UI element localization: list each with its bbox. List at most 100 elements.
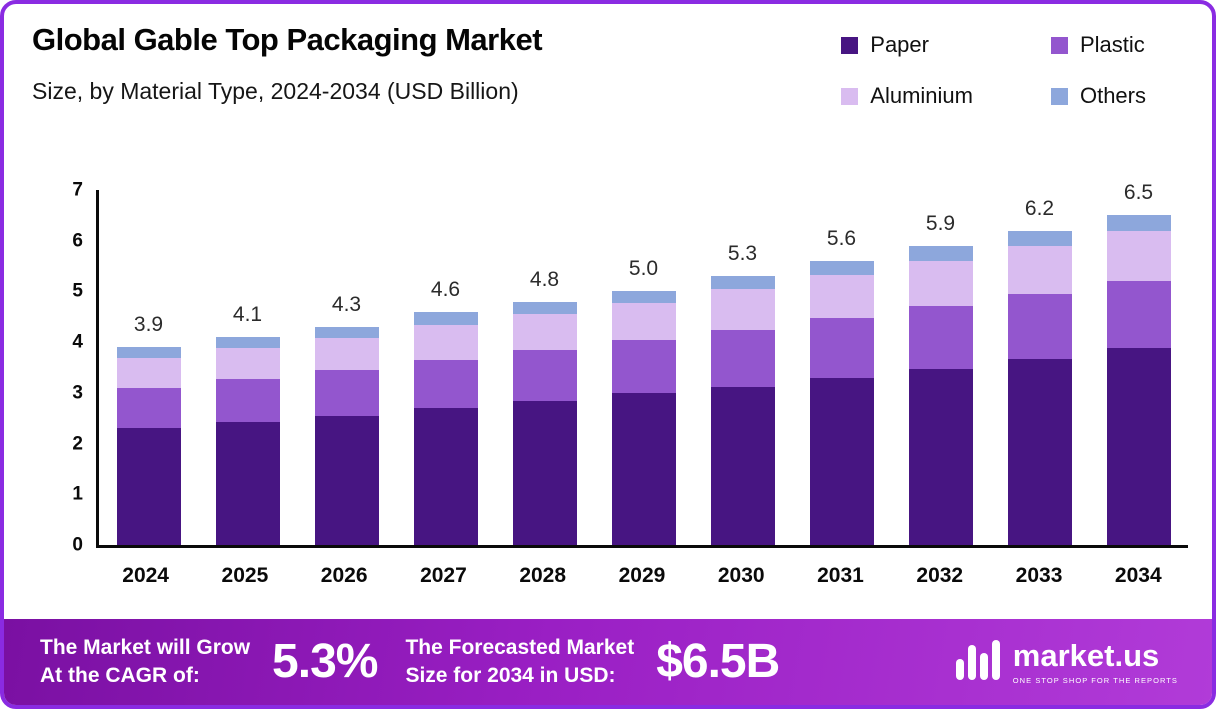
x-axis-label: 2026 — [320, 564, 368, 587]
bar-total-label: 6.5 — [1123, 181, 1154, 205]
bar-segment-paper — [413, 408, 478, 545]
x-axis-label: 2027 — [420, 564, 467, 587]
forecast-label-line2: Size for 2034 in USD: — [405, 664, 616, 687]
bar-segment-aluminium — [710, 289, 775, 330]
y-axis-tick: 5 — [72, 280, 83, 302]
bar-total-label: 3.9 — [133, 313, 164, 337]
y-axis-tick: 6 — [72, 230, 83, 252]
bar-slot: 4.6 — [396, 190, 495, 545]
cagr-value: 5.3% — [272, 635, 378, 688]
brand-tagline: ONE STOP SHOP FOR THE REPORTS — [1012, 675, 1178, 685]
x-axis-labels: 2024 2025 2026 2027 2028 2029 2030 2031 2032 2033… — [96, 564, 1188, 588]
bar-segment-aluminium — [1007, 245, 1072, 295]
legend-swatch — [1050, 36, 1068, 54]
footer-banner: The Market will Grow At the CAGR of: 5.3… — [4, 619, 1212, 705]
stacked-bar — [116, 347, 181, 545]
bar-total-label: 4.8 — [529, 267, 560, 291]
bar-total-label: 5.9 — [925, 211, 956, 235]
bars-row: 3.9 4.1 4.3 4.6 4.8 5.0 5.3 5.6 5.9 6.2 6.5 — [99, 182, 1188, 545]
y-axis-tick: 7 — [72, 179, 83, 201]
legend-label: Aluminium — [870, 83, 973, 108]
y-axis-tick: 0 — [72, 534, 83, 556]
bar-slot: 6.5 — [1089, 182, 1188, 545]
bar-segment-others — [215, 337, 280, 348]
bar-segment-plastic — [512, 350, 577, 401]
legend-item-aluminium: Aluminium — [841, 83, 973, 109]
x-axis-label: 2031 — [817, 564, 864, 587]
bar-segment-others — [710, 276, 775, 290]
bar-segment-others — [611, 291, 676, 303]
legend-swatch — [841, 87, 859, 105]
chart-legend: Paper Plastic Aluminium Others — [841, 32, 1146, 109]
y-axis-tick: 1 — [72, 483, 83, 505]
bar-segment-paper — [611, 392, 676, 545]
bar-slot: 5.9 — [891, 190, 990, 545]
y-axis-tick: 2 — [72, 433, 83, 455]
x-axis-label: 2029 — [618, 564, 666, 587]
bar-slot: 6.2 — [990, 190, 1089, 545]
bar-segment-aluminium — [215, 347, 280, 379]
stacked-bar — [908, 245, 973, 545]
bar-slot: 4.1 — [198, 190, 297, 545]
bar-segment-aluminium — [116, 358, 181, 388]
x-axis-label: 2024 — [122, 564, 169, 587]
bar-slot: 5.3 — [693, 190, 792, 545]
bar-segment-plastic — [1007, 294, 1072, 360]
x-axis-label: 2032 — [916, 564, 964, 587]
x-axis-label: 2028 — [519, 564, 567, 587]
marketus-logo-icon — [955, 639, 1001, 686]
plot-area: 3.9 4.1 4.3 4.6 4.8 5.0 5.3 5.6 5.9 6.2 6.5 0 1 2 3 4 5… — [72, 181, 1188, 555]
bar-segment-others — [116, 347, 181, 359]
chart-subtitle: Size, by Material Type, 2024-2034 (USD B… — [32, 78, 519, 104]
bar-segment-plastic — [809, 318, 874, 378]
bar-segment-others — [512, 301, 577, 314]
cagr-label-line1: The Market will Grow — [40, 636, 251, 660]
bar-segment-aluminium — [314, 337, 379, 371]
marketus-brand: market.us ONE STOP SHOP FOR THE REPORTS — [955, 639, 1178, 686]
bar-total-label: 4.3 — [331, 292, 362, 316]
bar-total-label: 4.6 — [430, 277, 461, 301]
bar-segment-paper — [1007, 359, 1072, 545]
bar-total-label: 4.1 — [232, 303, 263, 327]
bar-segment-paper — [710, 386, 775, 545]
bar-slot: 5.6 — [792, 190, 891, 545]
bar-segment-paper — [116, 428, 181, 545]
legend-item-plastic: Plastic — [1050, 32, 1146, 58]
bar-segment-others — [314, 326, 379, 338]
bar-segment-others — [1106, 215, 1171, 231]
bar-segment-paper — [809, 377, 874, 545]
x-axis-label: 2025 — [221, 564, 269, 587]
bar-total-label: 6.2 — [1024, 196, 1055, 220]
cagr-label-line2: At the CAGR of: — [40, 664, 200, 687]
legend-label: Plastic — [1079, 32, 1145, 57]
stacked-bar — [314, 326, 379, 545]
bar-segment-aluminium — [908, 260, 973, 307]
bar-segment-others — [1007, 230, 1072, 246]
bar-total-label: 5.6 — [826, 227, 857, 250]
stacked-bar — [512, 301, 577, 545]
bar-segment-others — [413, 311, 478, 325]
bar-segment-plastic — [215, 378, 280, 423]
stacked-bar — [611, 291, 676, 545]
bar-slot: 4.3 — [297, 190, 396, 545]
chart-title: Global Gable Top Packaging Market — [32, 22, 543, 57]
bar-segment-aluminium — [413, 324, 478, 361]
forecast-label: The Forecasted Market Size for 2034 in U… — [405, 634, 634, 689]
y-axis-tick: 3 — [72, 382, 83, 404]
legend-label: Others — [1079, 83, 1146, 108]
bar-segment-paper — [512, 400, 577, 545]
forecast-value: $6.5B — [656, 635, 780, 688]
x-axis-label: 2033 — [1015, 564, 1063, 587]
bar-slot: 5.0 — [594, 190, 693, 545]
legend-item-others: Others — [1050, 83, 1146, 109]
legend-swatch — [1050, 87, 1068, 105]
bar-segment-plastic — [611, 340, 676, 393]
cagr-label: The Market will Grow At the CAGR of: — [40, 634, 250, 689]
x-axis-label: 2030 — [717, 564, 765, 587]
bar-segment-plastic — [908, 306, 973, 369]
bar-segment-plastic — [314, 370, 379, 416]
brand-text: market.us ONE STOP SHOP FOR THE REPORTS — [1013, 640, 1178, 685]
bar-segment-paper — [908, 368, 973, 545]
bar-segment-paper — [1106, 348, 1171, 545]
